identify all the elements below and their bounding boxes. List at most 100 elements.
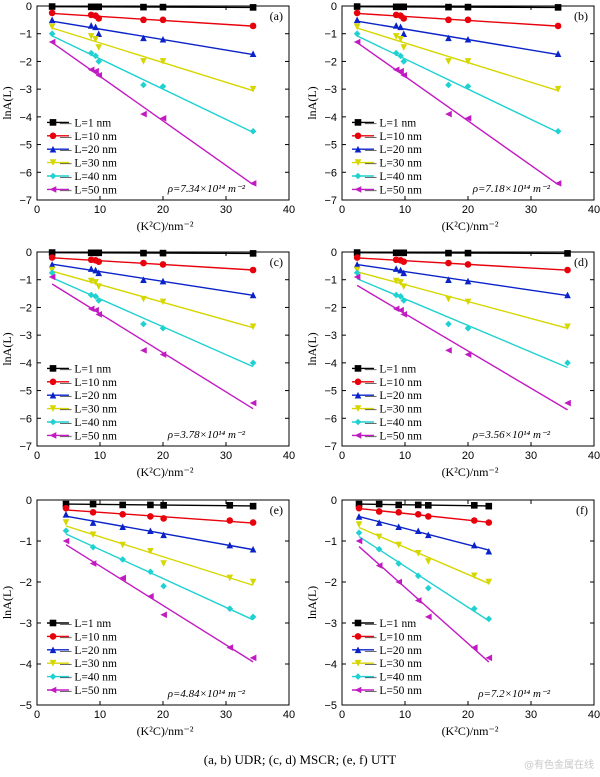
data-point [392, 33, 400, 40]
legend-marker [49, 145, 57, 153]
data-point [226, 502, 234, 509]
x-tick-label: 0 [34, 204, 40, 216]
y-axis-label: lnA(L) [305, 332, 319, 365]
data-point [445, 259, 452, 267]
data-point [140, 347, 147, 354]
data-point [95, 297, 103, 304]
legend-marker [354, 673, 362, 680]
data-point [355, 537, 363, 545]
data-point [375, 508, 383, 515]
x-tick-label: 30 [525, 204, 537, 216]
data-point [119, 511, 126, 518]
x-axis-label: (K²C)/nm⁻² [137, 465, 194, 479]
data-point [445, 16, 452, 24]
data-point [395, 578, 402, 586]
data-point [353, 254, 361, 261]
data-point [400, 269, 408, 277]
fit-line-5 [51, 283, 254, 410]
legend-label: — L=50 nm [364, 184, 422, 196]
data-point [464, 324, 472, 332]
legend-marker [49, 405, 57, 412]
legend-label: — L=30 nm [364, 404, 422, 416]
data-point [353, 261, 361, 268]
data-point [485, 547, 493, 555]
data-point [400, 297, 408, 304]
data-point [249, 291, 257, 299]
y-tick-label: −2 [19, 56, 32, 68]
data-point [564, 323, 571, 331]
data-point [464, 261, 472, 268]
data-point [89, 543, 97, 551]
x-tick-label: 30 [525, 450, 537, 462]
legend-marker [49, 378, 57, 386]
legend-label: — L=30 nm [364, 658, 422, 670]
legend-label: — L=1 nm [364, 363, 416, 375]
data-point [147, 568, 154, 576]
data-point [160, 531, 167, 539]
x-tick-label: 40 [588, 709, 600, 721]
y-tick-label: −1 [324, 275, 337, 287]
legend-label: — L=1 nm [59, 618, 111, 630]
fit-line-1 [357, 257, 568, 271]
data-point [147, 527, 154, 535]
data-point [375, 500, 383, 508]
y-tick-label: −4 [19, 659, 32, 671]
legend-label: — L=10 nm [364, 131, 422, 143]
y-tick-label: 0 [331, 1, 337, 13]
data-point [159, 277, 167, 285]
y-tick-label: −3 [19, 84, 32, 96]
data-point [95, 15, 103, 22]
legend-label: — L=10 nm [59, 131, 117, 143]
panel-label: (c) [270, 255, 283, 269]
data-point [160, 560, 167, 567]
panel-label: (f) [576, 503, 588, 517]
legend-label: — L=50 nm [59, 430, 117, 442]
data-point [445, 110, 452, 118]
data-point [564, 250, 571, 257]
chart-panel-d: 0 10 20 30 40 0 −1 −2 −3 −4 −5 −6 −7 (K²C)/nm⁻² lnA(L)… [305, 247, 600, 479]
data-point [400, 3, 408, 11]
y-tick-label: −7 [19, 441, 32, 453]
data-point [397, 306, 404, 314]
data-point [140, 3, 147, 11]
legend-marker [49, 186, 57, 193]
data-point [95, 311, 103, 318]
data-point [87, 265, 95, 272]
data-point [140, 58, 147, 65]
fit-line-1 [65, 509, 254, 524]
fit-line-3 [51, 27, 254, 92]
data-point [89, 509, 97, 516]
legend-label: — L=50 nm [59, 685, 117, 697]
x-tick-label: 0 [34, 450, 40, 462]
data-point [464, 3, 472, 11]
data-point [249, 654, 257, 662]
data-point [160, 515, 167, 522]
data-point [564, 266, 571, 274]
data-point [425, 531, 432, 539]
y-tick-label: −1 [19, 536, 32, 548]
data-point [355, 521, 363, 528]
fit-line-4 [51, 35, 254, 134]
y-tick-label: −3 [324, 618, 337, 630]
data-point [485, 615, 493, 623]
data-point [48, 261, 56, 268]
x-tick-label: 30 [220, 450, 232, 462]
data-point [95, 58, 103, 65]
legend-marker [49, 119, 57, 126]
panel-label: (e) [270, 503, 283, 517]
fit-line-5 [51, 41, 254, 186]
x-tick-label: 40 [283, 204, 295, 216]
data-point [119, 523, 126, 530]
y-tick-label: −5 [19, 700, 32, 712]
data-point [89, 500, 97, 508]
data-point [92, 67, 99, 75]
legend-marker [354, 686, 362, 694]
data-point [48, 30, 56, 38]
fit-line-4 [356, 35, 559, 134]
data-point [375, 519, 383, 526]
data-point [62, 527, 70, 535]
data-point [464, 249, 472, 257]
y-tick-label: −4 [19, 358, 32, 370]
data-point [159, 3, 167, 11]
x-tick-label: 40 [588, 204, 600, 216]
